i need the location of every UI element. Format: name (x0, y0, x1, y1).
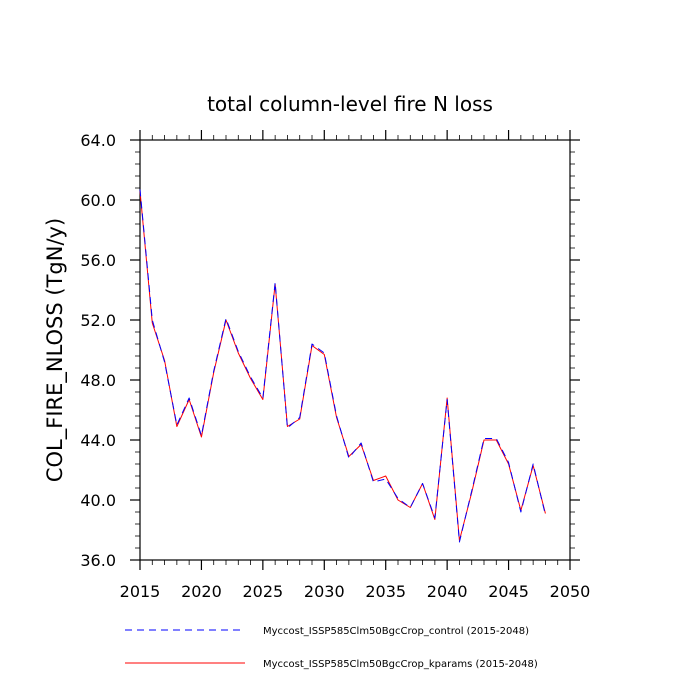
chart-title: total column-level fire N loss (207, 92, 493, 116)
y-tick-label: 44.0 (80, 431, 116, 450)
x-tick-label: 2040 (427, 582, 468, 601)
y-tick-label: 52.0 (80, 311, 116, 330)
y-tick-label: 40.0 (80, 491, 116, 510)
y-tick-label: 60.0 (80, 191, 116, 210)
y-tick-label: 64.0 (80, 131, 116, 150)
x-tick-label: 2025 (242, 582, 283, 601)
legend-label-kparams: Myccost_ISSP585Clm50BgcCrop_kparams (201… (263, 659, 538, 670)
x-tick-label: 2045 (488, 582, 529, 601)
x-tick-labels: 2015 2020 2025 2030 2035 2040 2045 2050 (120, 582, 591, 601)
y-tick-labels: 36.0 40.0 44.0 48.0 52.0 56.0 60.0 64.0 (80, 131, 116, 570)
series-line-control (139, 189, 546, 543)
series-line-kparams (139, 190, 546, 541)
x-tick-label: 2030 (304, 582, 345, 601)
y-tick-label: 48.0 (80, 371, 116, 390)
y-tick-label: 36.0 (80, 551, 116, 570)
axis-ticks (130, 130, 580, 570)
x-tick-label: 2020 (181, 582, 222, 601)
y-tick-label: 56.0 (80, 251, 116, 270)
series-lines (139, 189, 546, 543)
y-axis-label: COL_FIRE_NLOSS (TgN/y) (43, 218, 68, 482)
plot-frame (139, 139, 571, 561)
x-tick-label: 2050 (550, 582, 591, 601)
x-tick-label: 2035 (365, 582, 406, 601)
legend-label-control: Myccost_ISSP585Clm50BgcCrop_control (201… (263, 626, 529, 637)
legend: Myccost_ISSP585Clm50BgcCrop_control (201… (125, 626, 538, 670)
x-tick-label: 2015 (120, 582, 161, 601)
